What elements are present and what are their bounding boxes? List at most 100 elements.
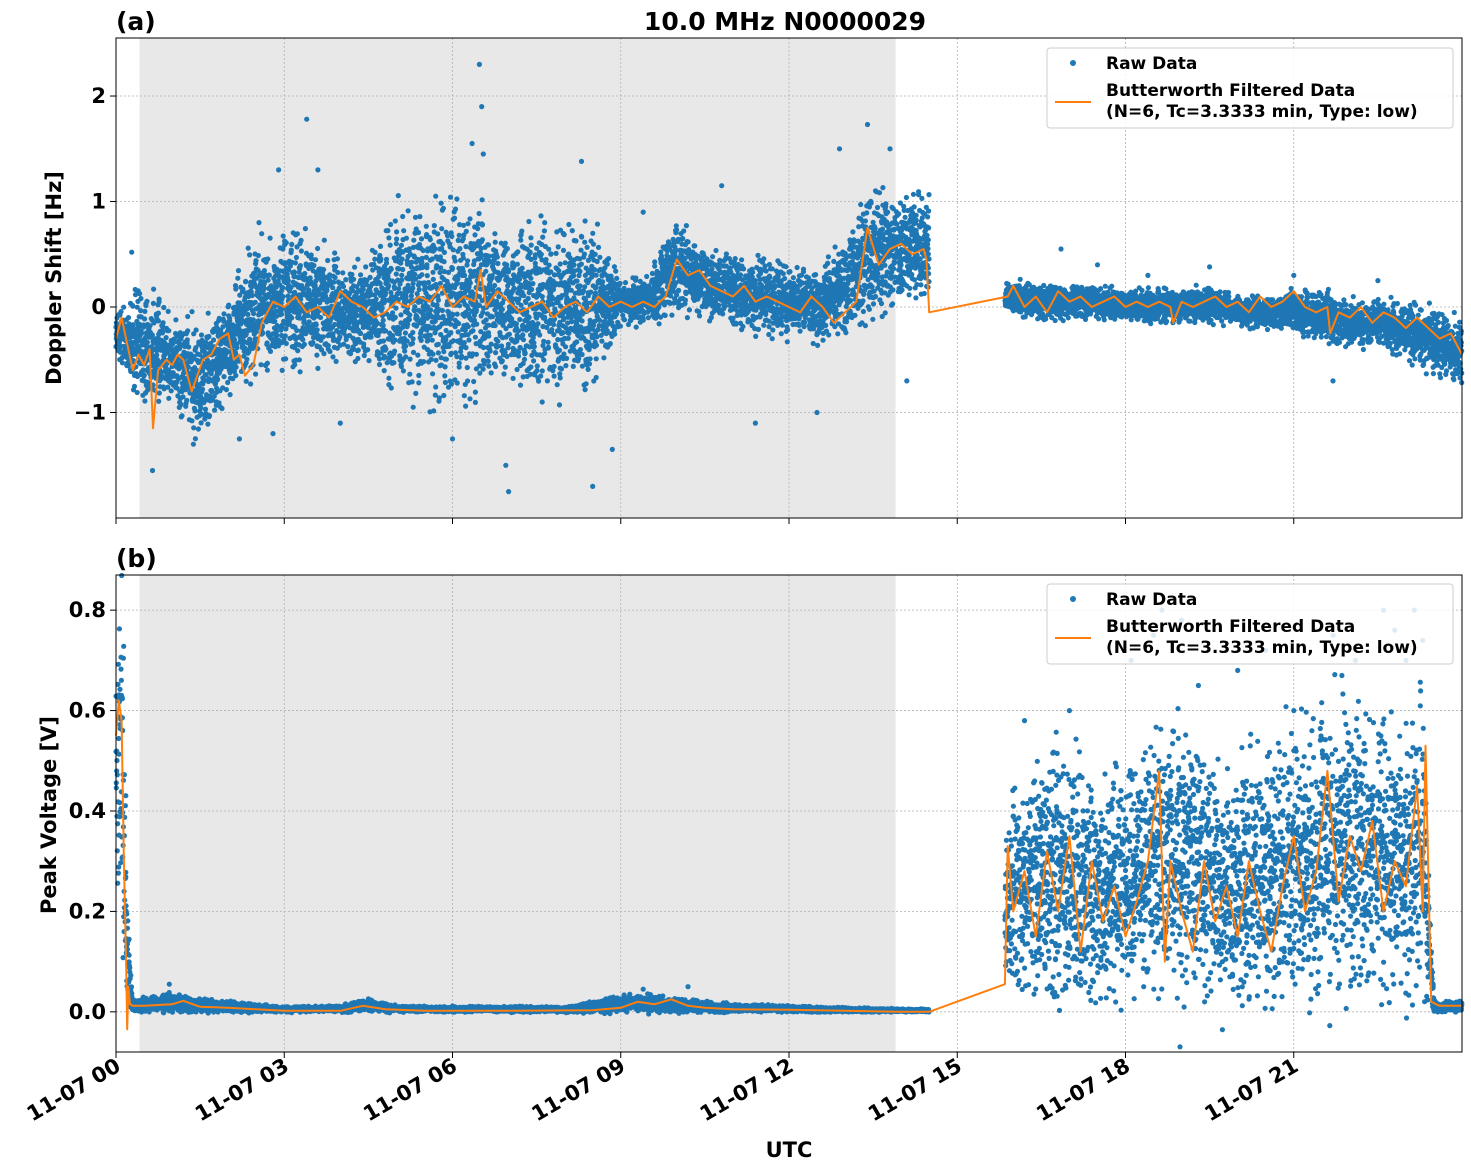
raw-data-point <box>226 302 232 308</box>
raw-data-point <box>579 351 585 358</box>
raw-data-point <box>435 297 441 303</box>
raw-data-point <box>439 226 445 232</box>
raw-data-point <box>265 256 271 262</box>
raw-data-point <box>291 269 297 275</box>
raw-data-point <box>494 254 500 260</box>
raw-data-point <box>390 333 396 339</box>
raw-data-point <box>739 257 745 263</box>
raw-data-point <box>593 272 599 278</box>
raw-data-point <box>556 402 563 408</box>
raw-data-point <box>517 316 523 323</box>
raw-data-point <box>235 268 242 274</box>
raw-data-point <box>211 337 217 343</box>
raw-data-point <box>435 341 441 347</box>
raw-data-point <box>155 318 161 324</box>
raw-data-point <box>486 363 492 369</box>
raw-data-point <box>132 292 139 298</box>
raw-data-point <box>463 228 469 234</box>
raw-data-point <box>410 336 416 342</box>
raw-data-point <box>280 285 286 291</box>
raw-data-point <box>202 406 209 412</box>
raw-data-point <box>413 390 419 396</box>
raw-data-point <box>292 362 298 368</box>
raw-data-point <box>441 392 447 399</box>
raw-data-point <box>550 321 557 328</box>
raw-data-point <box>614 275 620 281</box>
raw-data-point <box>415 352 421 358</box>
raw-data-point <box>517 382 524 388</box>
raw-data-point <box>260 330 266 336</box>
raw-data-point <box>396 286 402 292</box>
raw-data-point <box>392 218 398 224</box>
raw-data-point <box>297 369 303 375</box>
raw-data-point <box>577 268 583 274</box>
raw-data-point <box>261 285 267 291</box>
raw-data-point <box>355 347 361 353</box>
raw-data-point <box>231 368 237 374</box>
raw-data-point <box>189 418 195 424</box>
raw-data-point <box>440 241 446 247</box>
raw-data-point <box>243 278 249 284</box>
raw-data-point <box>556 268 562 274</box>
raw-data-point <box>492 282 498 289</box>
raw-data-point <box>539 294 545 300</box>
raw-data-point <box>544 378 551 384</box>
raw-data-point <box>662 312 668 318</box>
raw-data-point <box>600 279 606 285</box>
raw-data-point <box>218 328 224 334</box>
raw-data-point <box>531 344 537 350</box>
raw-data-point <box>545 339 551 345</box>
raw-data-point <box>467 396 473 402</box>
raw-data-point <box>180 394 186 400</box>
raw-data-point <box>465 378 471 384</box>
raw-data-point <box>520 332 526 338</box>
raw-data-point <box>386 375 392 381</box>
raw-data-point <box>410 349 417 355</box>
raw-data-point <box>430 371 436 377</box>
raw-data-point <box>367 274 373 280</box>
raw-data-point <box>414 314 420 320</box>
raw-data-point <box>782 276 788 282</box>
raw-data-point <box>577 347 584 353</box>
raw-data-point <box>454 196 460 202</box>
raw-data-point <box>656 321 662 327</box>
raw-data-point <box>321 267 327 273</box>
raw-data-point <box>447 321 454 327</box>
raw-data-point <box>554 382 560 388</box>
raw-data-point <box>766 261 773 268</box>
raw-data-point <box>216 315 222 321</box>
raw-data-point <box>416 286 422 293</box>
raw-data-point <box>343 277 349 283</box>
raw-data-point <box>156 390 162 396</box>
raw-data-point <box>130 303 136 309</box>
raw-data-point <box>253 258 259 264</box>
raw-data-point <box>769 336 775 342</box>
raw-data-point <box>373 296 379 302</box>
raw-data-point <box>472 232 478 238</box>
raw-data-point <box>227 392 233 398</box>
raw-data-point <box>574 339 580 345</box>
raw-data-point <box>492 239 498 245</box>
raw-data-point <box>486 333 492 339</box>
raw-data-point <box>527 250 533 256</box>
raw-data-point <box>442 379 448 386</box>
raw-data-point <box>696 313 703 319</box>
raw-data-point <box>376 356 383 362</box>
raw-data-point <box>674 227 680 233</box>
raw-data-point <box>617 280 623 286</box>
raw-data-point <box>332 274 338 281</box>
raw-data-point <box>461 393 467 399</box>
raw-data-point <box>590 241 597 247</box>
raw-data-point <box>258 362 264 368</box>
raw-data-point <box>493 363 499 370</box>
raw-data-point <box>332 321 338 328</box>
raw-data-point <box>288 247 294 253</box>
raw-data-point <box>720 311 726 317</box>
raw-data-point <box>528 364 534 370</box>
raw-data-point <box>255 252 261 259</box>
raw-data-point <box>138 295 144 302</box>
raw-data-point <box>649 270 656 277</box>
raw-data-point <box>420 247 426 254</box>
raw-data-point <box>147 323 153 329</box>
raw-data-point <box>206 376 212 382</box>
